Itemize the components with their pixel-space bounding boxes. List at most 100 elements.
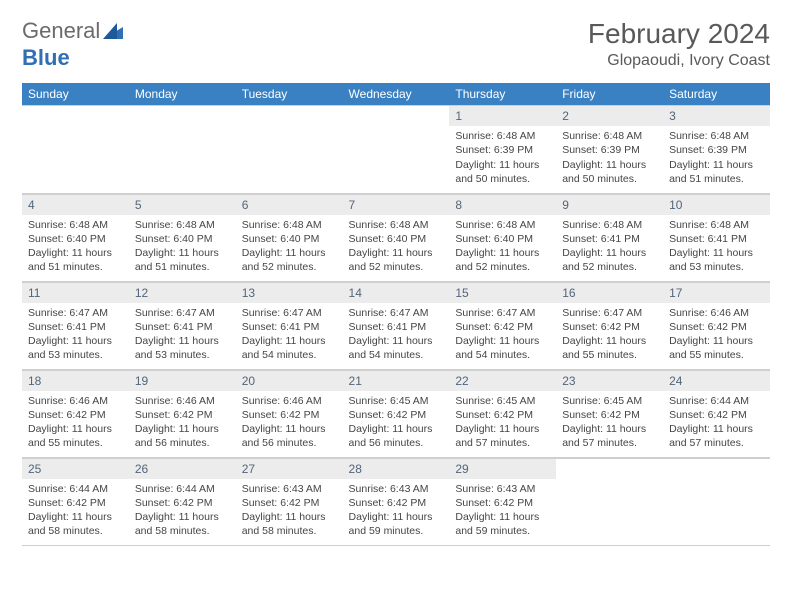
sunset-text: Sunset: 6:40 PM — [242, 232, 337, 246]
day-number: 19 — [129, 370, 236, 391]
calendar-day-cell: 10Sunrise: 6:48 AMSunset: 6:41 PMDayligh… — [663, 193, 770, 281]
calendar-day-cell: 22Sunrise: 6:45 AMSunset: 6:42 PMDayligh… — [449, 369, 556, 457]
sunrise-text: Sunrise: 6:43 AM — [455, 482, 550, 496]
day-details: Sunrise: 6:45 AMSunset: 6:42 PMDaylight:… — [556, 391, 663, 455]
sunset-text: Sunset: 6:41 PM — [242, 320, 337, 334]
sunrise-text: Sunrise: 6:45 AM — [349, 394, 444, 408]
daylight-text: Daylight: 11 hours and 56 minutes. — [135, 422, 230, 450]
sunrise-text: Sunrise: 6:45 AM — [455, 394, 550, 408]
sunrise-text: Sunrise: 6:46 AM — [669, 306, 764, 320]
sunrise-text: Sunrise: 6:46 AM — [242, 394, 337, 408]
calendar-day-cell: 19 Sunrise: 6:46 AMSunset: 6:42 PMDayligh… — [129, 369, 236, 457]
day-number: 11 — [22, 282, 129, 303]
daylight-text: Daylight: 11 hours and 50 minutes. — [562, 158, 657, 186]
day-details: Sunrise: 6:43 AMSunset: 6:42 PMDaylight:… — [236, 479, 343, 543]
day-details: Sunrise: 6:46 AMSunset: 6:42 PMDaylight:… — [663, 303, 770, 367]
sunrise-text: Sunrise: 6:48 AM — [28, 218, 123, 232]
day-details: Sunrise: 6:47 AMSunset: 6:41 PMDaylight:… — [22, 303, 129, 367]
day-number: 2 — [556, 105, 663, 126]
weekday-header: Monday — [129, 83, 236, 105]
daylight-text: Daylight: 11 hours and 59 minutes. — [455, 510, 550, 538]
sunrise-text: Sunrise: 6:47 AM — [349, 306, 444, 320]
month-title: February 2024 — [588, 18, 770, 50]
day-number: 25 — [22, 458, 129, 479]
daylight-text: Daylight: 11 hours and 50 minutes. — [455, 158, 550, 186]
sunset-text: Sunset: 6:41 PM — [669, 232, 764, 246]
calendar-day-cell: 3Sunrise: 6:48 AMSunset: 6:39 PMDaylight… — [663, 105, 770, 193]
day-number: 1 — [449, 105, 556, 126]
calendar-day-cell: 7Sunrise: 6:48 AMSunset: 6:40 PMDaylight… — [343, 193, 450, 281]
day-details: Sunrise: 6:47 AMSunset: 6:42 PMDaylight:… — [449, 303, 556, 367]
daylight-text: Daylight: 11 hours and 57 minutes. — [562, 422, 657, 450]
calendar-day-cell: 1Sunrise: 6:48 AMSunset: 6:39 PMDaylight… — [449, 105, 556, 193]
sunset-text: Sunset: 6:42 PM — [135, 408, 230, 422]
daylight-text: Daylight: 11 hours and 53 minutes. — [28, 334, 123, 362]
day-number: 5 — [129, 194, 236, 215]
day-number: 29 — [449, 458, 556, 479]
day-number — [343, 105, 450, 112]
sunrise-text: Sunrise: 6:44 AM — [135, 482, 230, 496]
weekday-header: Tuesday — [236, 83, 343, 105]
sunset-text: Sunset: 6:42 PM — [242, 496, 337, 510]
calendar-day-cell: 2Sunrise: 6:48 AMSunset: 6:39 PMDaylight… — [556, 105, 663, 193]
sunset-text: Sunset: 6:42 PM — [28, 496, 123, 510]
sunset-text: Sunset: 6:40 PM — [349, 232, 444, 246]
calendar-day-cell: 13Sunrise: 6:47 AMSunset: 6:41 PMDayligh… — [236, 281, 343, 369]
calendar-day-cell: 8Sunrise: 6:48 AMSunset: 6:40 PMDaylight… — [449, 193, 556, 281]
day-details: Sunrise: 6:46 AMSunset: 6:42 PMDaylight:… — [22, 391, 129, 455]
weekday-header: Saturday — [663, 83, 770, 105]
calendar-day-cell — [236, 105, 343, 193]
day-details: Sunrise: 6:48 AMSunset: 6:39 PMDaylight:… — [663, 126, 770, 190]
daylight-text: Daylight: 11 hours and 53 minutes. — [669, 246, 764, 274]
day-number: 27 — [236, 458, 343, 479]
day-number: 12 — [129, 282, 236, 303]
calendar-day-cell — [663, 457, 770, 545]
day-number: 8 — [449, 194, 556, 215]
brand-logo: General Blue — [22, 18, 123, 71]
location: Glopaoudi, Ivory Coast — [588, 52, 770, 70]
calendar-day-cell: 15Sunrise: 6:47 AMSunset: 6:42 PMDayligh… — [449, 281, 556, 369]
daylight-text: Daylight: 11 hours and 57 minutes. — [669, 422, 764, 450]
sunrise-text: Sunrise: 6:46 AM — [135, 394, 230, 408]
calendar-week-row: 11Sunrise: 6:47 AMSunset: 6:41 PMDayligh… — [22, 281, 770, 369]
sunrise-text: Sunrise: 6:47 AM — [242, 306, 337, 320]
sunrise-text: Sunrise: 6:48 AM — [135, 218, 230, 232]
sunset-text: Sunset: 6:42 PM — [349, 496, 444, 510]
day-number — [129, 105, 236, 112]
day-details: Sunrise: 6:47 AMSunset: 6:41 PMDaylight:… — [236, 303, 343, 367]
calendar-day-cell: 14Sunrise: 6:47 AMSunset: 6:41 PMDayligh… — [343, 281, 450, 369]
day-details: Sunrise: 6:48 AMSunset: 6:40 PMDaylight:… — [449, 215, 556, 279]
calendar-day-cell: 21Sunrise: 6:45 AMSunset: 6:42 PMDayligh… — [343, 369, 450, 457]
daylight-text: Daylight: 11 hours and 52 minutes. — [242, 246, 337, 274]
calendar-day-cell: 23Sunrise: 6:45 AMSunset: 6:42 PMDayligh… — [556, 369, 663, 457]
calendar-day-cell — [22, 105, 129, 193]
day-number: 10 — [663, 194, 770, 215]
daylight-text: Daylight: 11 hours and 51 minutes. — [28, 246, 123, 274]
day-number: 14 — [343, 282, 450, 303]
sunset-text: Sunset: 6:42 PM — [562, 320, 657, 334]
sunrise-text: Sunrise: 6:48 AM — [455, 129, 550, 143]
day-details: Sunrise: 6:48 AMSunset: 6:40 PMDaylight:… — [129, 215, 236, 279]
day-details: Sunrise: 6:43 AMSunset: 6:42 PMDaylight:… — [343, 479, 450, 543]
title-block: February 2024 Glopaoudi, Ivory Coast — [588, 18, 770, 70]
day-number — [236, 105, 343, 112]
day-details: Sunrise: 6:44 AMSunset: 6:42 PMDaylight:… — [663, 391, 770, 455]
sunrise-text: Sunrise: 6:48 AM — [562, 218, 657, 232]
day-number: 15 — [449, 282, 556, 303]
day-details: Sunrise: 6:45 AMSunset: 6:42 PMDaylight:… — [343, 391, 450, 455]
day-details: Sunrise: 6:43 AMSunset: 6:42 PMDaylight:… — [449, 479, 556, 543]
sunset-text: Sunset: 6:41 PM — [28, 320, 123, 334]
sunset-text: Sunset: 6:39 PM — [669, 143, 764, 157]
daylight-text: Daylight: 11 hours and 59 minutes. — [349, 510, 444, 538]
sunset-text: Sunset: 6:42 PM — [135, 496, 230, 510]
daylight-text: Daylight: 11 hours and 54 minutes. — [349, 334, 444, 362]
calendar-week-row: 1Sunrise: 6:48 AMSunset: 6:39 PMDaylight… — [22, 105, 770, 193]
calendar-day-cell: 16Sunrise: 6:47 AMSunset: 6:42 PMDayligh… — [556, 281, 663, 369]
day-number — [556, 458, 663, 465]
day-number: 23 — [556, 370, 663, 391]
day-details: Sunrise: 6:48 AMSunset: 6:39 PMDaylight:… — [556, 126, 663, 190]
sunset-text: Sunset: 6:40 PM — [135, 232, 230, 246]
calendar-day-cell: 4Sunrise: 6:48 AMSunset: 6:40 PMDaylight… — [22, 193, 129, 281]
sunset-text: Sunset: 6:40 PM — [28, 232, 123, 246]
sunrise-text: Sunrise: 6:48 AM — [669, 129, 764, 143]
